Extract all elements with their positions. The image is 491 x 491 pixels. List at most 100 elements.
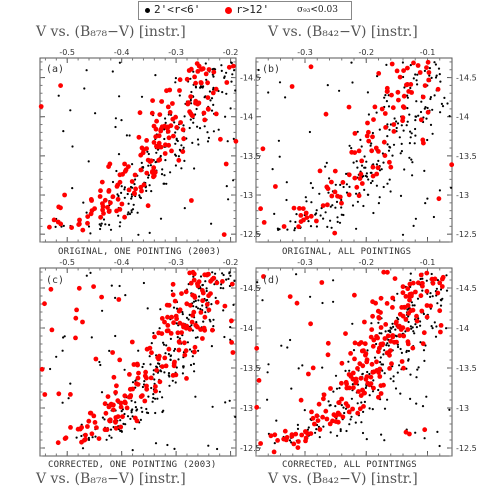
point-inner: [90, 336, 93, 339]
point-outer: [385, 333, 391, 339]
point-outer: [108, 200, 113, 206]
point-outer: [281, 224, 287, 229]
point-outer: [183, 348, 189, 354]
point-outer: [424, 288, 430, 294]
x-tick-label: -0.3: [168, 48, 184, 57]
point-outer: [378, 295, 384, 301]
point-inner: [123, 196, 126, 199]
point-inner: [167, 353, 170, 356]
point-outer: [400, 284, 406, 290]
point-inner: [415, 115, 418, 118]
point-outer: [166, 135, 172, 141]
point-inner: [210, 222, 213, 225]
plot-frame: [255, 57, 453, 243]
point-inner: [174, 77, 177, 80]
point-inner: [80, 434, 83, 438]
point-inner: [159, 154, 162, 158]
point-inner: [330, 226, 333, 229]
point-outer: [332, 168, 338, 174]
point-inner: [397, 318, 400, 321]
point-outer: [115, 196, 121, 202]
point-outer: [378, 391, 384, 396]
point-outer: [273, 184, 278, 189]
point-inner: [214, 296, 217, 299]
point-outer: [138, 184, 144, 190]
point-inner: [183, 159, 186, 162]
point-outer: [122, 214, 127, 220]
point-outer: [411, 60, 416, 66]
point-inner: [219, 286, 222, 290]
point-inner: [416, 297, 420, 300]
point-inner: [425, 395, 428, 398]
point-inner: [196, 138, 200, 141]
point-inner: [174, 164, 177, 167]
point-inner: [118, 95, 121, 98]
point-outer: [170, 281, 176, 287]
point-outer: [370, 164, 376, 170]
point-inner: [174, 381, 177, 384]
point-outer: [437, 280, 443, 286]
point-outer: [229, 318, 234, 324]
point-outer: [166, 142, 172, 148]
point-outer: [405, 327, 411, 332]
point-inner: [431, 108, 434, 111]
x-tick-label: -0.5: [59, 48, 75, 57]
point-inner: [172, 306, 176, 309]
point-inner: [355, 227, 358, 230]
point-outer: [385, 269, 390, 275]
point-outer: [401, 365, 406, 371]
point-outer: [184, 301, 190, 307]
point-outer: [260, 146, 266, 152]
point-outer: [120, 171, 125, 177]
point-outer: [372, 104, 378, 110]
point-outer: [179, 330, 185, 335]
point-outer: [405, 339, 411, 345]
point-inner: [225, 185, 228, 188]
point-inner: [57, 94, 60, 97]
point-inner: [434, 63, 437, 66]
point-inner: [100, 222, 103, 225]
point-outer: [139, 145, 145, 151]
caption-b: ORIGINAL, ALL POINTINGS: [282, 247, 412, 257]
point-inner: [425, 117, 428, 120]
point-inner: [340, 213, 343, 216]
point-inner: [439, 80, 442, 83]
point-inner: [233, 69, 236, 72]
point-inner: [334, 405, 337, 408]
point-inner: [450, 186, 453, 189]
point-outer: [410, 345, 416, 351]
plot-frame: [39, 57, 237, 243]
point-outer: [339, 200, 344, 206]
point-outer: [332, 230, 338, 236]
point-inner: [271, 168, 274, 171]
point-inner: [336, 216, 339, 219]
point-inner: [183, 207, 186, 210]
point-outer: [351, 385, 356, 391]
point-inner: [434, 335, 438, 338]
point-outer: [206, 307, 212, 313]
point-inner: [383, 407, 387, 410]
point-outer: [369, 361, 375, 367]
point-outer: [134, 418, 140, 424]
point-outer: [309, 409, 314, 415]
point-outer: [389, 61, 395, 67]
point-inner: [289, 338, 292, 342]
point-inner: [132, 203, 135, 206]
point-outer: [390, 295, 396, 301]
point-outer: [218, 136, 223, 142]
point-outer: [407, 281, 413, 287]
point-outer: [375, 335, 380, 341]
point-inner: [131, 408, 134, 411]
point-inner: [141, 410, 144, 413]
point-outer: [167, 110, 173, 115]
point-inner: [105, 438, 108, 441]
point-inner: [146, 307, 149, 310]
point-outer: [98, 188, 103, 194]
point-outer: [355, 410, 361, 416]
point-outer: [436, 196, 442, 202]
point-outer: [103, 410, 109, 416]
point-inner: [153, 378, 156, 381]
point-inner: [373, 356, 377, 359]
point-outer: [105, 205, 110, 210]
point-outer: [400, 104, 406, 110]
